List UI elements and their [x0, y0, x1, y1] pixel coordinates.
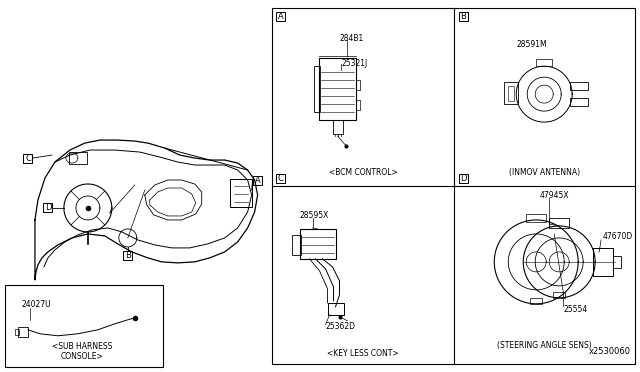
Bar [613, 256, 621, 268]
Bar [271, 8, 635, 364]
Bar [300, 229, 335, 259]
Text: <SUB HARNESS
CONSOLE>: <SUB HARNESS CONSOLE> [52, 342, 112, 362]
Bar [276, 12, 285, 21]
Text: C: C [278, 173, 284, 183]
Text: 284B1: 284B1 [339, 34, 364, 43]
Bar [15, 329, 19, 335]
Text: 47945X: 47945X [540, 192, 569, 201]
Bar [504, 82, 518, 104]
Text: 25321J: 25321J [342, 59, 368, 68]
Bar [536, 59, 552, 66]
Text: C: C [25, 154, 31, 163]
Text: 25554: 25554 [563, 305, 588, 314]
Bar [356, 80, 360, 90]
Bar [253, 176, 262, 185]
Text: D: D [460, 173, 467, 183]
Bar [314, 66, 319, 112]
Bar [5, 285, 163, 367]
Bar [276, 173, 285, 183]
Bar [508, 86, 515, 101]
Text: B: B [125, 251, 131, 260]
Text: (STEERING ANGLE SENS): (STEERING ANGLE SENS) [497, 341, 592, 350]
Text: A: A [255, 176, 260, 185]
Bar [230, 179, 252, 207]
Text: <KEY LESS CONT>: <KEY LESS CONT> [327, 349, 399, 358]
Bar [459, 173, 468, 183]
Bar [24, 154, 33, 163]
Bar [124, 251, 132, 260]
Bar [69, 152, 87, 164]
Bar [328, 303, 344, 315]
Text: A: A [278, 12, 284, 21]
Bar [530, 298, 542, 304]
Bar [526, 214, 546, 222]
Bar [459, 12, 468, 21]
Bar [553, 292, 565, 298]
Text: 24027U: 24027U [22, 300, 52, 310]
Text: 47670D: 47670D [603, 232, 634, 241]
Text: 28595X: 28595X [300, 211, 329, 221]
Bar [549, 218, 569, 228]
Text: (INMOV ANTENNA): (INMOV ANTENNA) [509, 167, 580, 177]
Bar [570, 98, 588, 106]
Text: x2530060: x2530060 [589, 347, 631, 356]
Bar [333, 120, 342, 134]
Bar [593, 248, 613, 276]
Text: 25362D: 25362D [326, 322, 356, 331]
Bar [356, 100, 360, 110]
Text: <BCM CONTROL>: <BCM CONTROL> [328, 167, 397, 177]
Bar [292, 235, 301, 255]
Text: 28591M: 28591M [517, 40, 548, 49]
Bar [44, 203, 52, 212]
Bar [18, 327, 28, 337]
Text: D: D [45, 203, 51, 212]
Bar [319, 58, 356, 120]
Text: B: B [460, 12, 467, 21]
Bar [570, 82, 588, 90]
